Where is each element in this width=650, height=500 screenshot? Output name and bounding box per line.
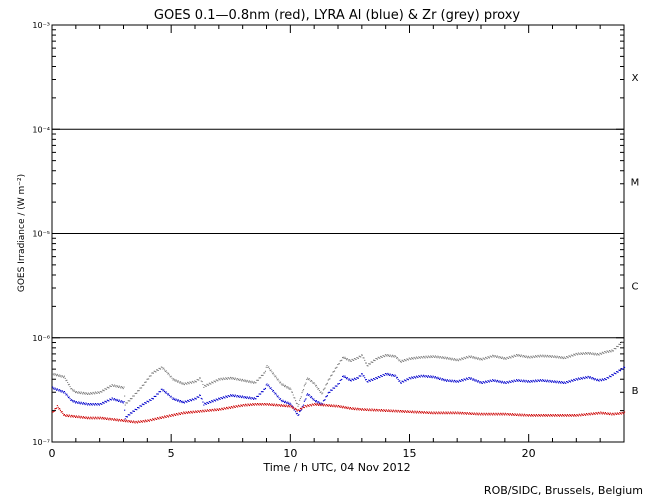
flare-class-label: C <box>632 282 639 293</box>
series-lyra-al-proxy <box>52 366 626 420</box>
flare-class-lines <box>52 128 624 339</box>
flare-class-labels: X M C B <box>631 73 640 397</box>
y-tick-label: 10⁻⁶ <box>32 334 50 343</box>
x-axis: 0 5 10 15 20 <box>49 25 625 460</box>
y-axis-label: GOES Irradiance / (W m⁻²) <box>17 174 27 292</box>
x-tick-label: 5 <box>168 447 175 460</box>
flare-class-label: B <box>632 386 639 397</box>
x-tick-label: 20 <box>522 447 536 460</box>
y-tick-label: 10⁻³ <box>32 21 50 30</box>
x-tick-label: 10 <box>283 447 297 460</box>
credit-text: ROB/SIDC, Brussels, Belgium <box>484 484 643 497</box>
series-layer <box>52 339 626 424</box>
x-axis-label: Time / h UTC, 04 Nov 2012 <box>262 461 410 474</box>
y-tick-label: 10⁻⁴ <box>32 125 50 134</box>
x-tick-label: 15 <box>403 447 417 460</box>
series-zr-proxy <box>52 339 626 407</box>
series-goes-0-1-0-8nm <box>52 402 626 424</box>
series-trace <box>52 339 626 407</box>
flare-class-label: X <box>632 73 639 84</box>
flare-class-label: M <box>631 177 640 188</box>
chart-title: GOES 0.1—0.8nm (red), LYRA Al (blue) & Z… <box>154 8 520 23</box>
y-tick-label: 10⁻⁵ <box>32 230 50 239</box>
x-tick-label: 0 <box>49 447 56 460</box>
y-tick-label: 10⁻⁷ <box>32 438 50 447</box>
series-trace <box>52 366 626 420</box>
y-axis: 10⁻⁷ 10⁻⁶ 10⁻⁵ 10⁻⁴ 10⁻³ <box>32 21 624 447</box>
series-trace <box>52 402 626 424</box>
